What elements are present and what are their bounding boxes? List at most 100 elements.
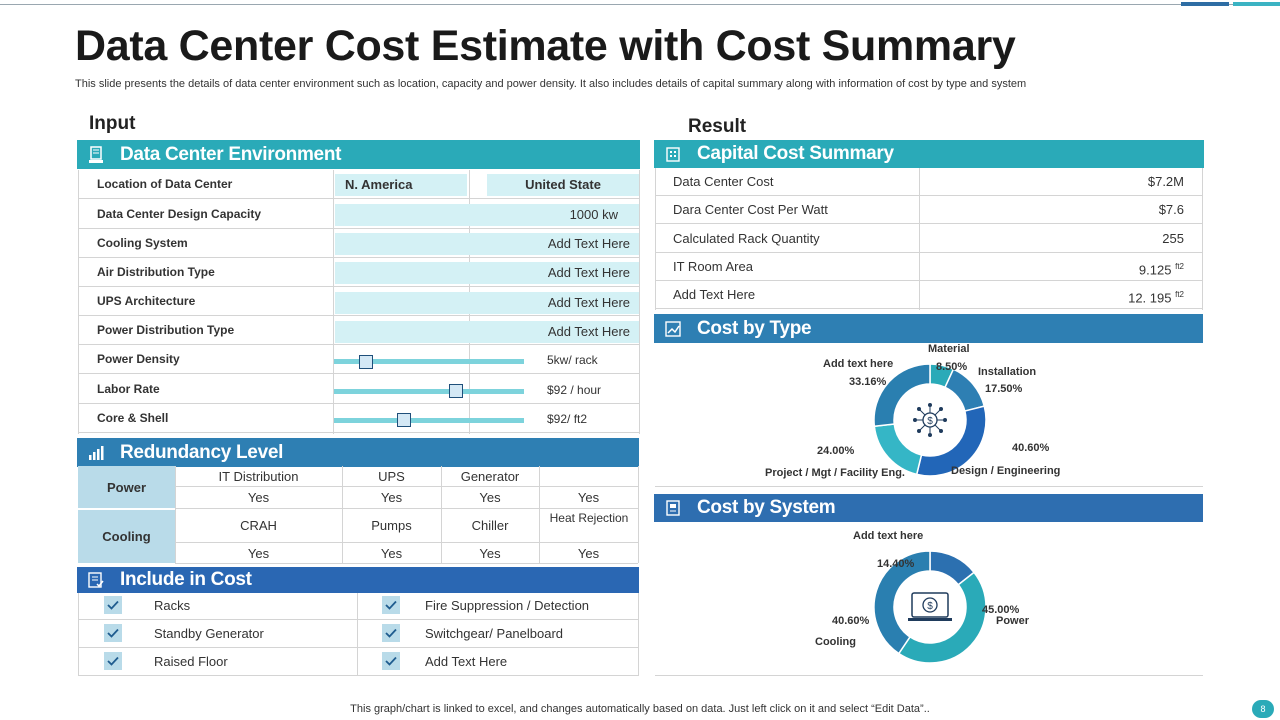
- cost-by-type-donut: $: [873, 363, 987, 477]
- cost-by-type-panel: [655, 343, 1203, 487]
- env-row-label: Cooling System: [97, 236, 188, 250]
- building-icon: [662, 143, 684, 165]
- cost-by-type-header-title: Cost by Type: [697, 317, 812, 339]
- capital-row: Add Text Here 12. 195 ft2: [655, 281, 1203, 309]
- footer-note: This graph/chart is linked to excel, and…: [350, 703, 930, 715]
- env-row-core-shell: Core & Shell: [78, 404, 639, 433]
- system-label-power: Power: [996, 615, 1030, 627]
- donut-slice-cooling: [873, 550, 931, 655]
- redundancy-header: Redundancy Level: [77, 438, 639, 467]
- env-row-label: Power Distribution Type: [97, 323, 235, 337]
- labor-rate-slider[interactable]: [334, 389, 524, 394]
- type-label-design: Design / Engineering: [951, 465, 1061, 477]
- include-item: Switchgear/ Panelboard: [425, 626, 564, 641]
- environment-header-title: Data Center Environment: [120, 143, 342, 165]
- env-row: Data Center Design Capacity: [78, 200, 639, 229]
- racks-checkbox[interactable]: [104, 596, 122, 614]
- power-value: Yes: [247, 490, 270, 505]
- cooling-col-header: Heat Rejection: [549, 511, 629, 525]
- env-row-label: Data Center Design Capacity: [97, 207, 262, 221]
- location-region[interactable]: N. America: [335, 174, 467, 196]
- switchgear-checkbox[interactable]: [382, 624, 400, 642]
- power-value: Yes: [479, 490, 501, 505]
- include-header-title: Include in Cost: [120, 569, 252, 590]
- top-accent-bar: [1181, 2, 1229, 6]
- env-row: Power Distribution Type: [78, 316, 639, 345]
- env-value[interactable]: Add Text Here: [335, 292, 639, 314]
- power-col-header: UPS: [378, 469, 405, 484]
- chart-icon: [662, 318, 684, 340]
- env-row-label: UPS Architecture: [97, 294, 196, 308]
- env-row-label: Labor Rate: [97, 382, 160, 396]
- env-row-power-density: Power Density: [78, 345, 639, 374]
- cost-by-system-header-title: Cost by System: [697, 497, 836, 518]
- capital-row: Data Center Cost $7.2M: [655, 168, 1203, 196]
- server-icon: [85, 144, 107, 166]
- laptop-money-icon: $: [908, 592, 952, 621]
- core-shell-slider-thumb[interactable]: [397, 413, 412, 427]
- redundancy-header-title: Redundancy Level: [120, 441, 284, 463]
- money-network-icon: $: [913, 403, 947, 437]
- env-row-location: Location of Data Center: [78, 170, 639, 199]
- env-value[interactable]: Add Text Here: [335, 321, 639, 343]
- top-rule: [0, 4, 1280, 5]
- fire-suppression-checkbox[interactable]: [382, 596, 400, 614]
- environment-header: Data Center Environment: [77, 140, 640, 169]
- env-value[interactable]: Add Text Here: [335, 262, 639, 284]
- svg-text:$: $: [927, 416, 933, 427]
- capital-row-label: Data Center Cost: [673, 174, 774, 189]
- env-value[interactable]: Add Text Here: [335, 233, 639, 255]
- env-row-label: Power Density: [97, 352, 180, 366]
- env-row: Cooling System: [78, 229, 639, 258]
- add-text-checkbox[interactable]: [382, 652, 400, 670]
- env-row-labor-rate: Labor Rate: [78, 375, 639, 404]
- capital-row: Dara Center Cost Per Watt $7.6: [655, 196, 1203, 224]
- top-accent-bar: [1233, 2, 1280, 6]
- env-value[interactable]: 1000 kw: [335, 204, 639, 226]
- capital-header-title: Capital Cost Summary: [697, 143, 894, 164]
- include-item: Add Text Here: [425, 654, 508, 669]
- cost-by-system-header: Cost by System: [654, 494, 1203, 522]
- capital-row-label: Dara Center Cost Per Watt: [673, 202, 828, 217]
- system-icon: [662, 497, 684, 519]
- power-value: Yes: [380, 490, 403, 505]
- env-row: UPS Architecture: [78, 287, 639, 316]
- type-pct-installation: 17.50%: [985, 383, 1023, 395]
- type-label-addtext: Add text here: [823, 358, 894, 370]
- capital-row-value: $7.6: [1158, 202, 1184, 217]
- capital-row: IT Room Area 9.125 ft2: [655, 253, 1203, 281]
- cooling-row-label: Cooling: [78, 510, 175, 563]
- capital-row-value: 12. 195 ft2: [1128, 290, 1184, 306]
- power-density-slider-thumb[interactable]: [359, 355, 374, 369]
- labor-rate-value: $92 / hour: [547, 383, 602, 397]
- result-label: Result: [688, 116, 747, 137]
- type-label-installation: Installation: [978, 366, 1037, 378]
- type-label-project: Project / Mgt / Facility Eng.: [765, 467, 905, 479]
- type-pct-material: 8.50%: [936, 361, 968, 373]
- include-item: Racks: [154, 598, 191, 613]
- include-item: Standby Generator: [154, 626, 264, 641]
- env-row: Air Distribution Type: [78, 258, 639, 287]
- cooling-value: Yes: [479, 546, 501, 561]
- donut-slice-add-text-here: [873, 363, 931, 428]
- type-pct-design: 40.60%: [1012, 442, 1050, 454]
- svg-text:$: $: [927, 601, 933, 612]
- page-subtitle: This slide presents the details of data …: [75, 78, 1027, 90]
- standby-generator-checkbox[interactable]: [104, 624, 122, 642]
- labor-rate-slider-thumb[interactable]: [448, 384, 463, 398]
- input-label: Input: [89, 113, 136, 134]
- type-pct-addtext: 33.16%: [849, 376, 887, 388]
- system-label-cooling: Cooling: [815, 636, 856, 648]
- cost-by-type-header: Cost by Type: [654, 314, 1203, 343]
- system-pct-power: 45.00%: [982, 604, 1020, 616]
- env-row-label: Location of Data Center: [97, 177, 233, 191]
- include-item: Fire Suppression / Detection: [425, 598, 590, 613]
- power-density-slider[interactable]: [334, 359, 524, 364]
- cooling-col-header: Chiller: [471, 518, 509, 533]
- location-country[interactable]: United State: [487, 174, 639, 196]
- raised-floor-checkbox[interactable]: [104, 652, 122, 670]
- type-pct-project: 24.00%: [817, 445, 855, 457]
- cooling-value: Yes: [380, 546, 403, 561]
- page-title: Data Center Cost Estimate with Cost Summ…: [75, 22, 1016, 70]
- core-shell-slider[interactable]: [334, 418, 524, 423]
